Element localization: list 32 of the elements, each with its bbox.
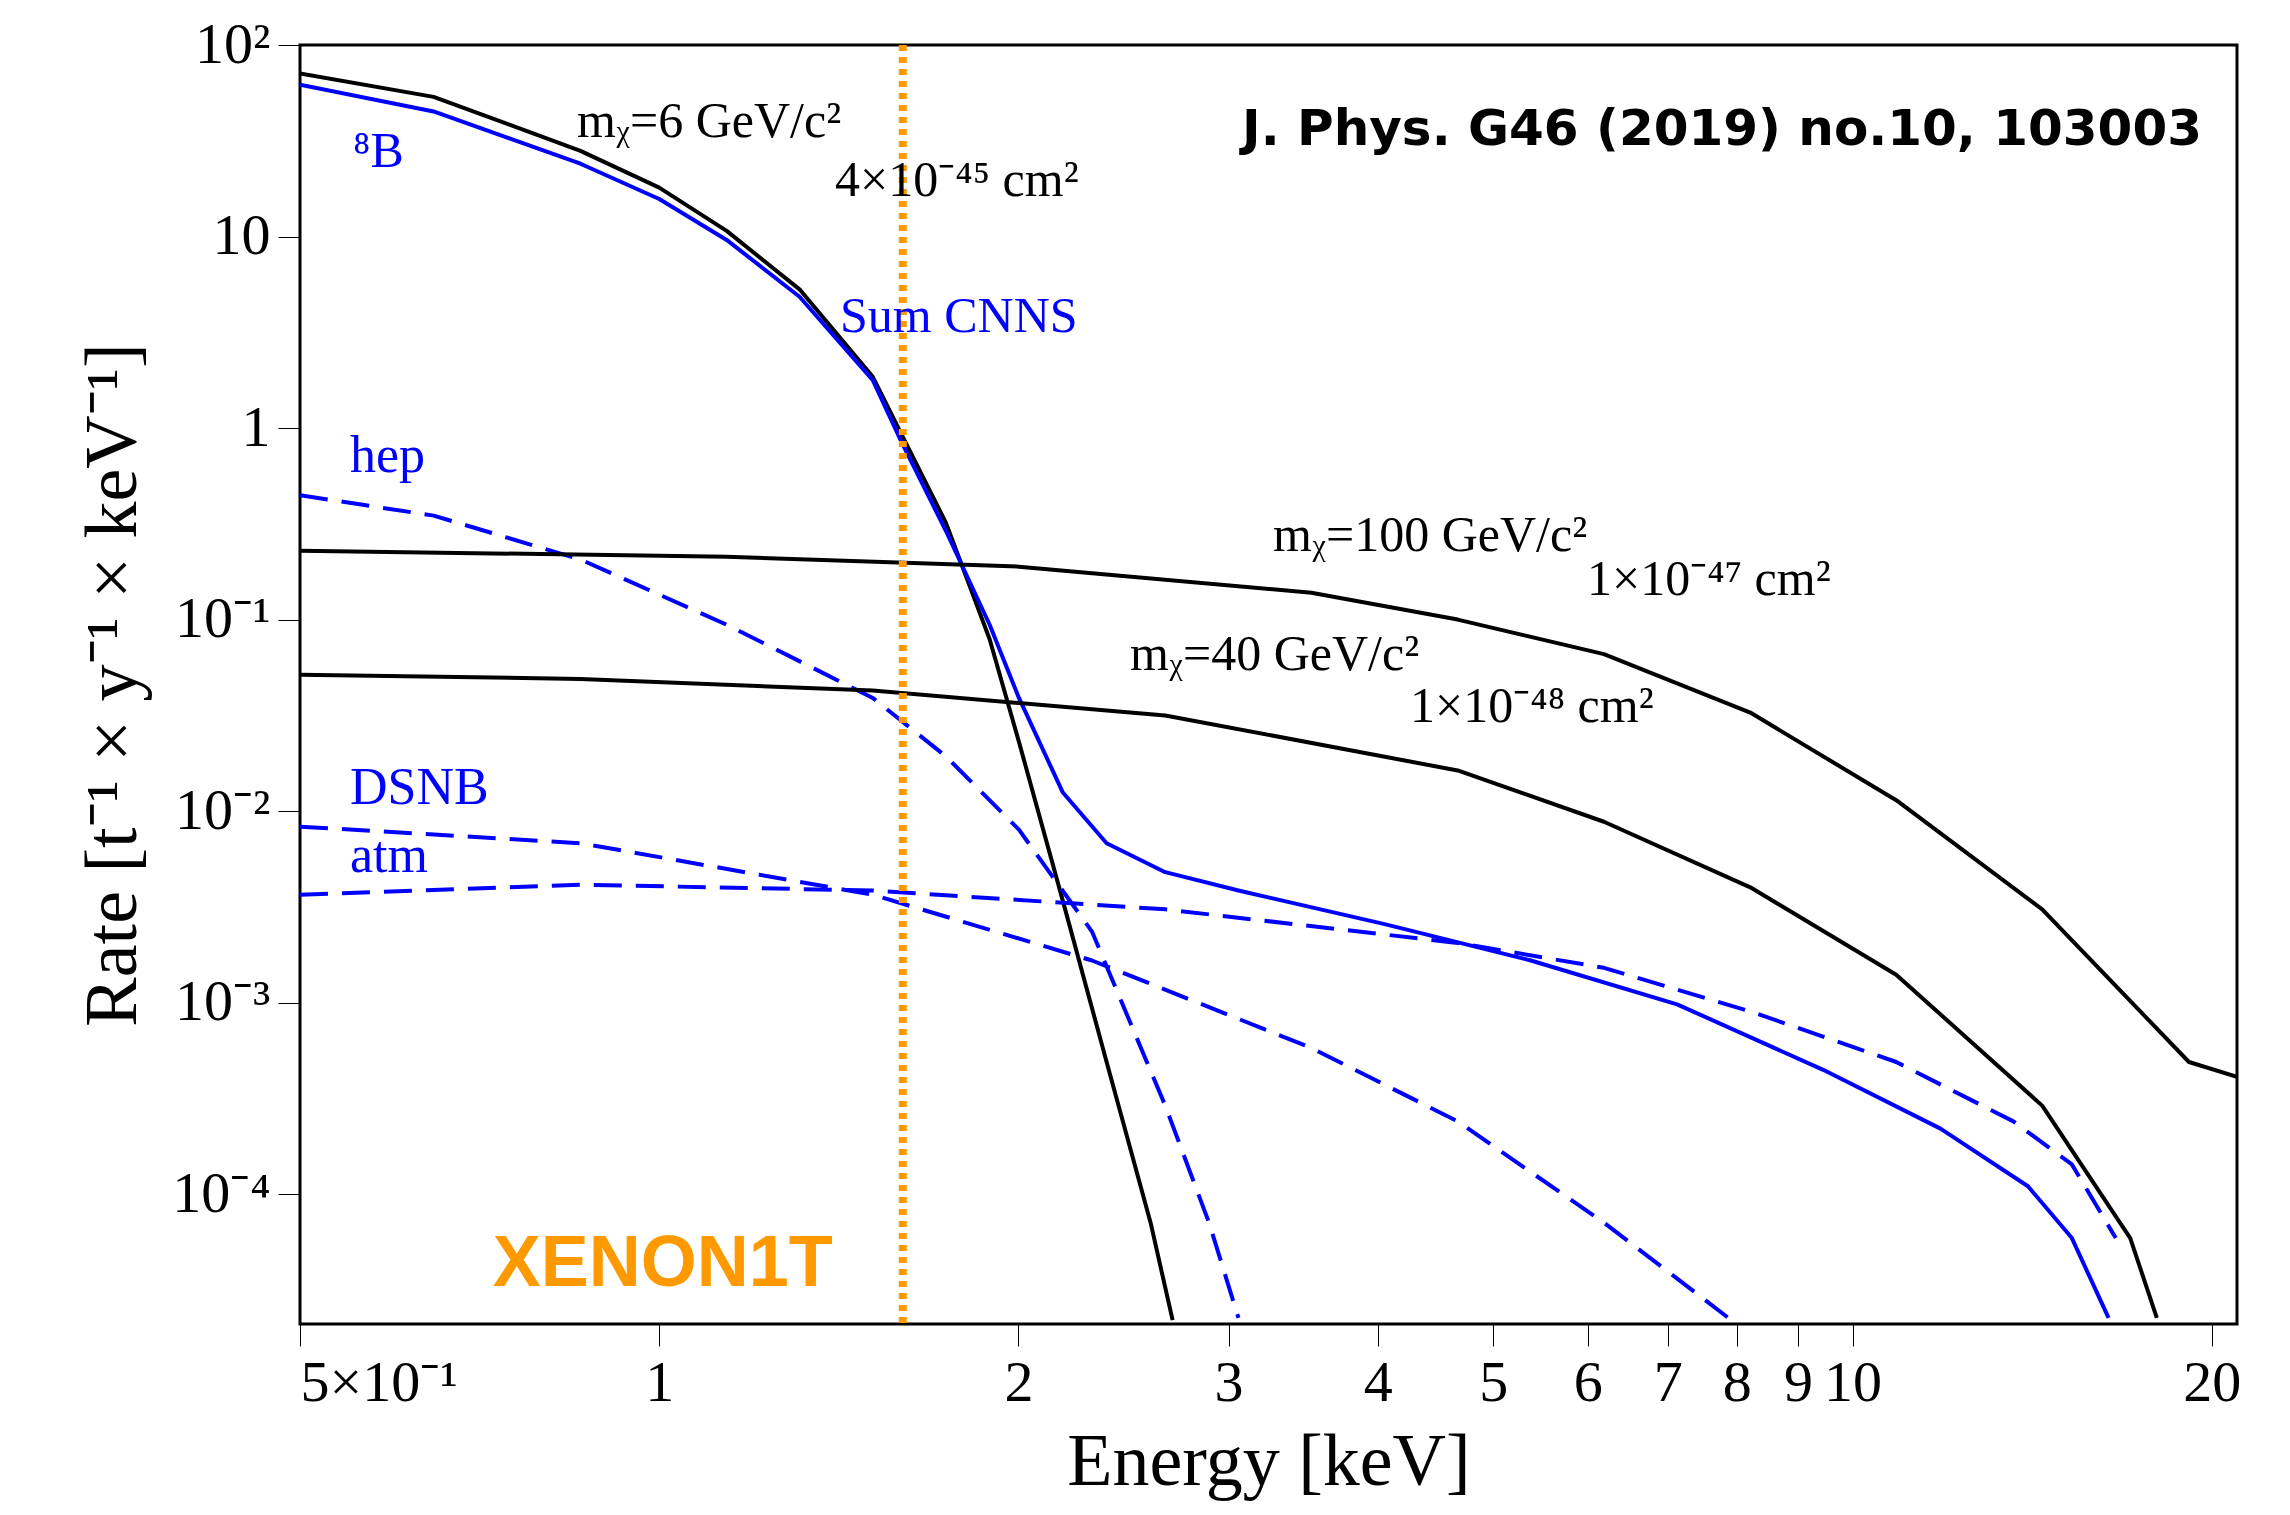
annotation: mᵪ=6 GeV/c² [577, 92, 842, 148]
annotation: 1×10⁻⁴⁷ cm² [1587, 550, 1831, 606]
y-tick-label: 10⁻³ [175, 968, 271, 1034]
x-tick-label: 3 [1214, 1348, 1244, 1414]
x-tick-label: 6 [1573, 1348, 1603, 1414]
x-tick-label: 9 [1783, 1348, 1813, 1414]
y-axis-title: Rate [t⁻¹ × y⁻¹ × keV⁻¹] [70, 343, 153, 1027]
series-label: hep [350, 426, 426, 484]
x-tick-label: 2 [1004, 1348, 1034, 1414]
x-tick-label: 20 [2183, 1348, 2242, 1414]
y-tick-label: 10⁻² [175, 776, 271, 842]
annotation: Sum CNNS [840, 287, 1078, 343]
annotation: ⁸B [353, 122, 404, 178]
x-tick-label: 4 [1363, 1348, 1393, 1414]
series-label: atm [350, 825, 428, 883]
x-tick-label: 10 [1824, 1348, 1882, 1414]
y-tick-label: 10 [212, 202, 271, 268]
x-tick-label: 5 [1479, 1348, 1509, 1414]
x-tick-label: 7 [1653, 1348, 1683, 1414]
ref-line-label: XENON1T [492, 1221, 833, 1301]
y-tick-label: 10⁻¹ [175, 585, 271, 651]
series-label: DSNB [350, 757, 489, 815]
annotation: 4×10⁻⁴⁵ cm² [835, 151, 1079, 207]
x-tick-label: 1 [645, 1348, 675, 1414]
y-tick-label: 10² [195, 10, 271, 76]
y-tick-label: 1 [241, 393, 271, 459]
x-tick-label: 5×10⁻¹ [300, 1348, 458, 1414]
x-axis-title: Energy [keV] [1067, 1418, 1471, 1501]
annotation: J. Phys. G46 (2019) no.10, 103003 [1239, 99, 2202, 157]
y-tick-label: 10⁻⁴ [172, 1159, 271, 1225]
x-tick-label: 8 [1722, 1348, 1752, 1414]
annotation: mᵪ=100 GeV/c² [1273, 506, 1588, 562]
